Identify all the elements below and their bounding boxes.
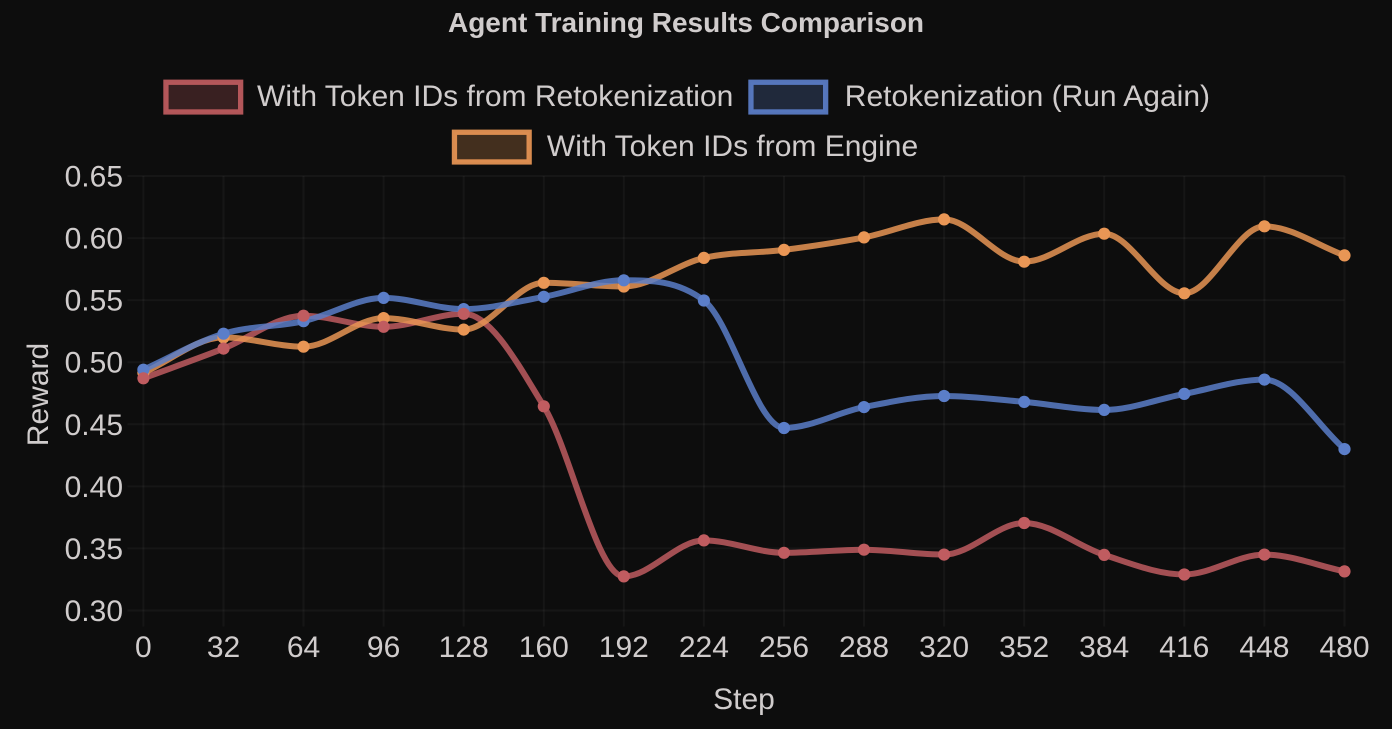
svg-text:160: 160 xyxy=(519,631,569,664)
svg-text:96: 96 xyxy=(367,631,400,664)
svg-text:0: 0 xyxy=(135,631,152,664)
svg-text:Reward: Reward xyxy=(22,343,55,446)
svg-text:64: 64 xyxy=(287,631,320,664)
svg-text:0.60: 0.60 xyxy=(65,223,123,256)
svg-text:0.65: 0.65 xyxy=(65,161,123,194)
svg-text:0.55: 0.55 xyxy=(65,285,123,318)
svg-text:480: 480 xyxy=(1319,631,1369,664)
svg-text:448: 448 xyxy=(1239,631,1289,664)
svg-text:224: 224 xyxy=(679,631,729,664)
svg-text:352: 352 xyxy=(999,631,1049,664)
svg-text:With Token IDs from Retokeniza: With Token IDs from Retokenization xyxy=(257,80,733,113)
svg-text:With Token IDs from Engine: With Token IDs from Engine xyxy=(547,130,918,163)
svg-text:Retokenization (Run Again): Retokenization (Run Again) xyxy=(845,80,1210,113)
svg-text:32: 32 xyxy=(207,631,240,664)
svg-text:0.50: 0.50 xyxy=(65,347,123,380)
svg-text:0.30: 0.30 xyxy=(65,595,123,628)
svg-text:288: 288 xyxy=(839,631,889,664)
svg-text:192: 192 xyxy=(599,631,649,664)
svg-text:384: 384 xyxy=(1079,631,1129,664)
svg-text:0.35: 0.35 xyxy=(65,533,123,566)
svg-text:256: 256 xyxy=(759,631,809,664)
svg-text:Step: Step xyxy=(713,683,775,716)
svg-text:0.45: 0.45 xyxy=(65,409,123,442)
svg-text:320: 320 xyxy=(919,631,969,664)
svg-text:Agent Training Results Compari: Agent Training Results Comparison xyxy=(448,7,924,38)
svg-text:128: 128 xyxy=(439,631,489,664)
svg-text:0.40: 0.40 xyxy=(65,471,123,504)
svg-text:416: 416 xyxy=(1159,631,1209,664)
